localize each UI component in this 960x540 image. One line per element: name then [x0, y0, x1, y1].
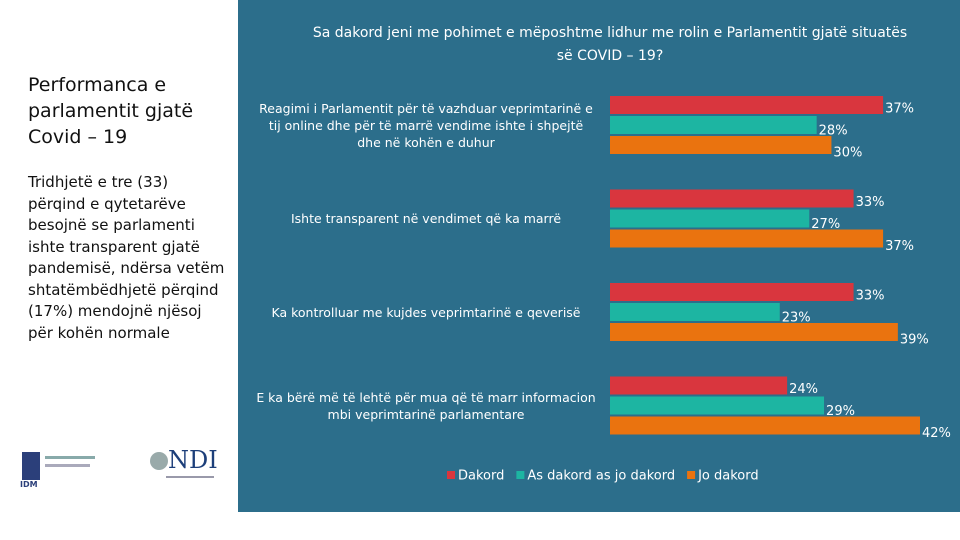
legend-label: Dakord: [458, 469, 504, 484]
value-label: 23%: [782, 311, 811, 326]
value-label: 39%: [900, 333, 929, 348]
legend-swatch: [447, 471, 455, 479]
bar: [610, 376, 788, 395]
legend-label: Jo dakord: [697, 469, 759, 484]
bar: [610, 229, 884, 248]
category-label: Reagimi i Parlamentit për të vazhduar ve…: [259, 100, 593, 150]
value-label: 30%: [833, 146, 862, 161]
value-label: 37%: [885, 239, 914, 254]
logo-line: [45, 464, 90, 467]
chart-title: Sa dakord jeni me pohimet e mëposhtme li…: [312, 25, 908, 64]
bar: [610, 323, 898, 341]
bar: [610, 136, 832, 154]
legend-swatch: [687, 471, 696, 479]
bar: [610, 303, 780, 321]
bar: [610, 416, 920, 435]
legend-label: As dakord as jo dakord: [527, 469, 675, 484]
category-label: Ishte transparent në vendimet që ka marr…: [290, 211, 562, 226]
value-label: 29%: [826, 404, 855, 419]
bar: [610, 96, 884, 114]
bar: [610, 116, 817, 134]
bar: [610, 283, 854, 301]
value-label: 37%: [885, 102, 914, 117]
bar: [610, 209, 810, 228]
value-label: 28%: [819, 124, 848, 139]
value-label: 27%: [811, 217, 840, 232]
logo-right: NDI: [168, 446, 218, 474]
value-label: 33%: [856, 195, 885, 210]
logo-line: [166, 476, 214, 492]
bar: [610, 189, 854, 208]
value-label: 42%: [922, 426, 951, 441]
legend-swatch: [516, 471, 525, 479]
value-label: 33%: [856, 289, 885, 304]
category-label: E ka bërë më të lehtë për mua që të marr…: [256, 389, 596, 422]
category-label: Ka kontrolluar me kujdes veprimtarinë e …: [271, 304, 581, 320]
slide-title: Performanca e parlamentit gjatë Covid – …: [28, 74, 194, 148]
logo-left: IDM: [20, 480, 38, 489]
logo-line: [45, 456, 95, 459]
logo-mark: [22, 452, 40, 480]
slide-body: Tridhjetë e tre (33) përqind e qytetarëv…: [28, 173, 225, 342]
bar: [610, 396, 825, 415]
value-label: 24%: [789, 382, 818, 397]
logo-globe: [150, 452, 168, 470]
